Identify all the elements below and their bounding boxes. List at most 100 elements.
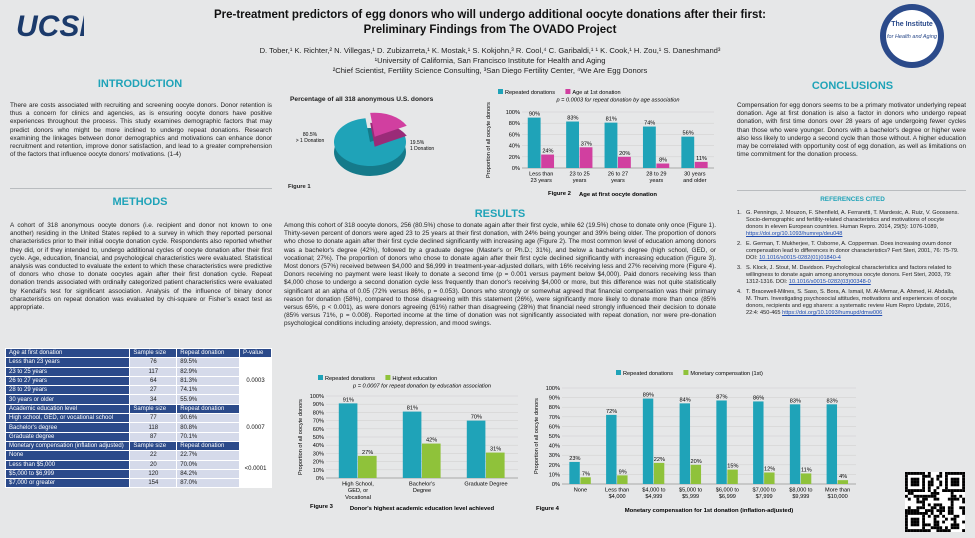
qr-module [919,512,923,515]
bar [604,122,618,168]
qr-module [953,497,957,501]
qr-module [913,520,917,524]
qr-module [950,526,954,530]
qr-module [945,480,948,484]
references-heading: REFERENCES CITED [820,196,885,203]
table-row: 30 years or older 34 55.9% [4,394,272,405]
qr-module [942,529,945,532]
qr-module [939,509,943,512]
reference-link[interactable]: 10.1016/s0015-0282(03)00348-0 [788,279,871,285]
qr-module [913,529,917,532]
fig1-pie-chart: 80.5% > 1 Donation 19.5% 1 Donation [296,112,434,176]
y-tick-label: 20% [509,155,520,161]
reference-link[interactable]: 10.1016/s0015-0282(01)01840-4 [759,255,841,261]
qr-module [947,506,951,510]
qr-module [962,486,965,490]
qr-module [916,489,920,492]
table-cell: 87 [129,431,178,442]
bar [541,154,555,168]
qr-module [916,517,920,521]
qr-module [927,494,931,498]
table-cell: 23 to 25 years [4,366,131,377]
qr-module [950,497,954,501]
qr-module [922,514,925,518]
qr-module [922,506,925,510]
qr-module [922,474,925,478]
qr-module [962,529,965,532]
table-header-cell: P-value [239,347,272,359]
bar [789,404,801,484]
qr-code[interactable] [905,472,965,532]
qr-module [919,494,923,498]
table-header-cell: Repeat donation [176,440,240,452]
table-header-row: Monetary compensation (inflation adjuste… [4,440,272,452]
bar [358,455,377,478]
qr-module [939,506,943,510]
data-label: 84% [680,397,691,403]
qr-module [956,483,960,487]
pie-label-repeat: 80.5% > 1 Donation [296,132,325,144]
qr-module [910,529,914,532]
table-cell: 34 [129,394,178,405]
qr-module [953,494,957,498]
qr-module [922,489,925,492]
qr-module [953,517,957,521]
legend-swatch [498,89,503,94]
data-label: 83% [567,116,578,122]
table-cell: 30 years or older [4,394,131,405]
data-label: 4% [839,474,847,480]
qr-module [925,497,928,501]
table-header-cell: Monetary compensation (inflation adjuste… [4,440,131,452]
methods-text: A cohort of 318 anonymous oocyte donors … [10,222,272,312]
qr-module [945,483,948,487]
table-cell: High school, GED, or vocational school [4,413,131,424]
qr-module [933,514,937,518]
qr-module [947,489,951,492]
qr-module [945,529,948,532]
qr-module [962,474,965,478]
y-tick-label: 30% [549,453,560,459]
y-tick-label: 60% [509,132,520,138]
qr-module [922,523,925,527]
qr-module [916,494,920,498]
data-label: 56% [682,131,693,137]
table-header-cell: Sample size [129,347,178,359]
qr-module [959,494,963,498]
data-label: 70% [471,415,482,421]
qr-module [913,517,917,521]
qr-module [939,529,943,532]
y-tick-label: 30% [313,451,324,457]
poster-title: Pre-treatment predictors of egg donors w… [190,8,790,38]
qr-module [950,492,954,495]
qr-module [905,483,908,487]
qr-module [956,472,960,475]
institute-logo-line2: for Health and Aging [887,34,938,40]
data-label: 31% [490,447,501,453]
qr-module [913,477,917,481]
y-tick-label: 20% [549,463,560,469]
data-label: 87% [716,394,727,400]
bar [569,461,580,484]
x-tick-label: Bachelor's Degree [409,482,435,495]
data-label: 23% [569,456,580,462]
reference-link[interactable]: https://doi.org/10.1093/humupd/dmw006 [782,310,883,316]
qr-module [919,472,923,475]
qr-module [950,472,954,475]
qr-module [922,526,925,530]
bar [753,401,764,484]
bar [694,161,708,168]
data-label: 27% [362,450,373,456]
qr-module [925,494,928,498]
reference-number: 4. [737,289,742,295]
table-cell: 70.0% [176,459,240,470]
qr-module [907,489,911,492]
table-row: Less than $5,000 20 70.0% [4,459,272,470]
data-label: 8% [659,158,667,164]
qr-module [942,514,945,518]
qr-module [916,520,920,524]
reference-link[interactable]: https://doi.org/10.1093/humrep/deu048 [746,231,843,237]
data-label: 24% [542,149,553,155]
y-tick-label: 80% [509,121,520,127]
y-tick-label: 60% [313,427,324,433]
data-label: 11% [801,467,812,473]
